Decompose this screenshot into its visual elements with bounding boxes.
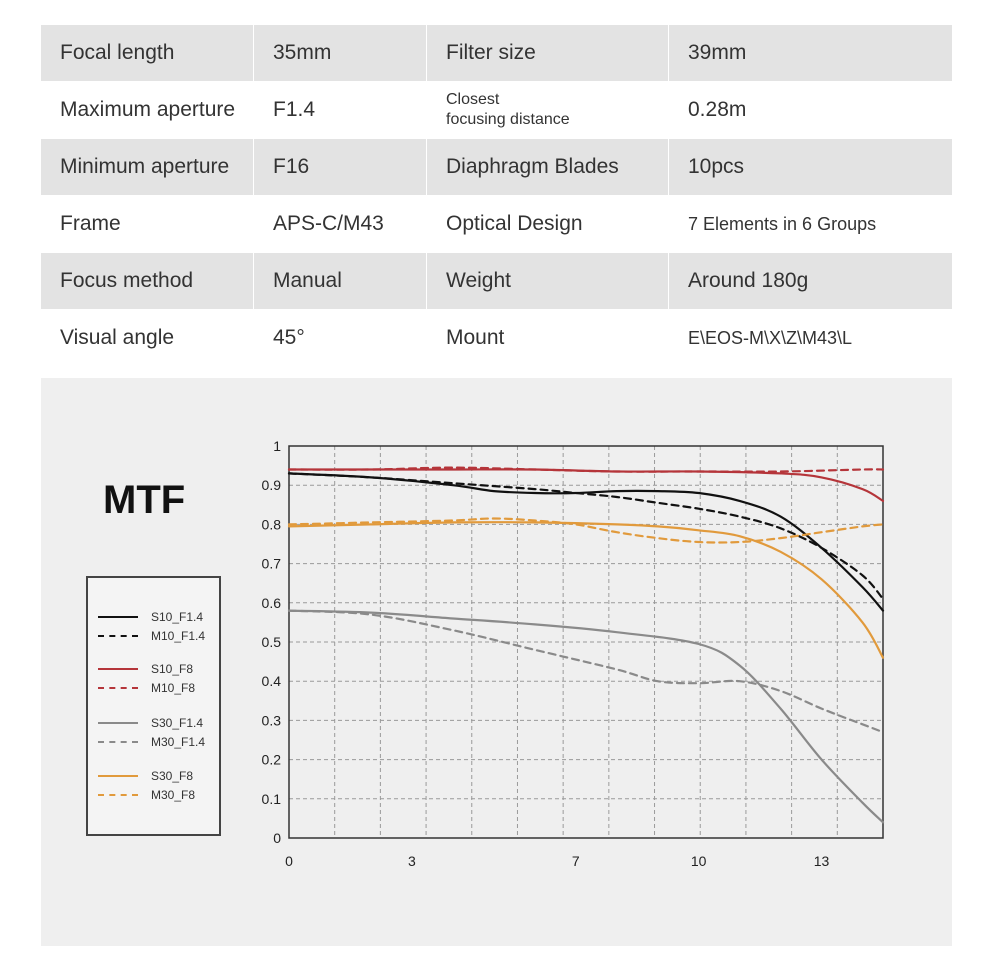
legend-swatch [98, 775, 138, 777]
legend-swatch [98, 794, 138, 796]
y-tick-label: 0 [273, 830, 281, 846]
spec-label: Optical Design [427, 196, 668, 252]
spec-value: 39mm [669, 25, 952, 81]
spec-label: Maximum aperture [41, 82, 253, 138]
legend-swatch [98, 635, 138, 637]
legend-label: S30_F1.4 [151, 716, 204, 730]
spec-row: Visual angle 45° Mount E\EOS-M\X\Z\M43\L [41, 310, 952, 367]
legend-entry: M30_F1.4 [98, 733, 218, 751]
series-line-s30-f1-4 [287, 609, 885, 824]
spec-value: Around 180g [669, 253, 952, 309]
y-tick-label: 0.2 [262, 752, 282, 768]
spec-value: 7 Elements in 6 Groups [669, 196, 952, 252]
y-tick-label: 0.9 [262, 477, 282, 493]
series-line-m30-f1-4 [287, 609, 885, 734]
y-tick-label: 1 [273, 438, 281, 454]
spec-value: 10pcs [669, 139, 952, 195]
legend-label: M10_F1.4 [151, 629, 206, 643]
x-tick-label: 10 [691, 853, 707, 869]
x-tick-label: 3 [408, 853, 416, 869]
spec-value: F1.4 [254, 82, 426, 138]
spec-label: Weight [427, 253, 668, 309]
legend-entry: S30_F8 [98, 767, 218, 785]
spec-row: Focal length 35mm Filter size 39mm [41, 25, 952, 82]
legend-label: S10_F8 [151, 662, 194, 676]
plot-frame [288, 445, 884, 839]
spec-label: Visual angle [41, 310, 253, 366]
spec-label: Focal length [41, 25, 253, 81]
chart-legend: S10_F1.4 M10_F1.4 S10_F8 M10_F8 S30_F1.4 M30_… [86, 576, 221, 836]
legend-label: S10_F1.4 [151, 610, 204, 624]
spec-value: E\EOS-M\X\Z\M43\L [669, 310, 952, 366]
legend-swatch [98, 741, 138, 743]
mtf-panel: MTF S10_F1.4 M10_F1.4 S10_F8 M10_F8 S30_F1.4… [41, 378, 952, 946]
spec-label: Mount [427, 310, 668, 366]
spec-value: 35mm [254, 25, 426, 81]
legend-entry: S10_F1.4 [98, 608, 218, 626]
series-line-m30-f8 [287, 517, 885, 544]
spec-label: Frame [41, 196, 253, 252]
spec-label: Diaphragm Blades [427, 139, 668, 195]
mtf-chart: 00.10.20.30.40.50.60.70.80.910 3 7 10 13 [262, 438, 885, 869]
y-tick-label: 0.4 [262, 673, 282, 689]
series-line-m10-f8 [287, 466, 885, 473]
y-tick-label: 0.1 [262, 791, 282, 807]
legend-entry: M10_F1.4 [98, 627, 218, 645]
spec-value: 45° [254, 310, 426, 366]
spec-value: 0.28m [669, 82, 952, 138]
legend-swatch [98, 687, 138, 689]
legend-label: M10_F8 [151, 681, 196, 695]
spec-label: Closest focusing distance [427, 82, 668, 138]
x-tick-label: 7 [572, 853, 580, 869]
spec-table: Focal length 35mm Filter size 39mm Maximum a… [41, 25, 952, 367]
series-line-s10-f1-4 [287, 472, 885, 612]
series-line-s30-f8 [287, 521, 885, 659]
chart-title: MTF [103, 478, 186, 522]
spec-row: Focus method Manual Weight Around 180g [41, 253, 952, 310]
series-line-m10-f1-4 [287, 472, 885, 600]
spec-value: APS-C/M43 [254, 196, 426, 252]
legend-entry: M30_F8 [98, 786, 218, 804]
y-tick-label: 0.7 [262, 556, 282, 572]
spec-row: Minimum aperture F16 Diaphragm Blades 10pcs [41, 139, 952, 196]
x-tick-label: 13 [814, 853, 830, 869]
legend-swatch [98, 668, 138, 670]
spec-label: Filter size [427, 25, 668, 81]
legend-label: S30_F8 [151, 769, 194, 783]
spec-value: Manual [254, 253, 426, 309]
spec-row: Frame APS-C/M43 Optical Design 7 Elements i… [41, 196, 952, 253]
y-tick-label: 0.5 [262, 634, 282, 650]
spec-label: Minimum aperture [41, 139, 253, 195]
y-tick-label: 0.6 [262, 595, 282, 611]
y-tick-label: 0.8 [262, 516, 282, 532]
legend-swatch [98, 722, 138, 724]
legend-label: M30_F8 [151, 788, 196, 802]
legend-entry: M10_F8 [98, 679, 218, 697]
spec-row: Maximum aperture F1.4 Closest focusing dis… [41, 82, 952, 139]
x-tick-label: 0 [285, 853, 293, 869]
spec-value: F16 [254, 139, 426, 195]
spec-label: Focus method [41, 253, 253, 309]
legend-label: M30_F1.4 [151, 735, 206, 749]
legend-swatch [98, 616, 138, 618]
legend-entry: S30_F1.4 [98, 714, 218, 732]
y-tick-label: 0.3 [262, 712, 282, 728]
legend-entry: S10_F8 [98, 660, 218, 678]
